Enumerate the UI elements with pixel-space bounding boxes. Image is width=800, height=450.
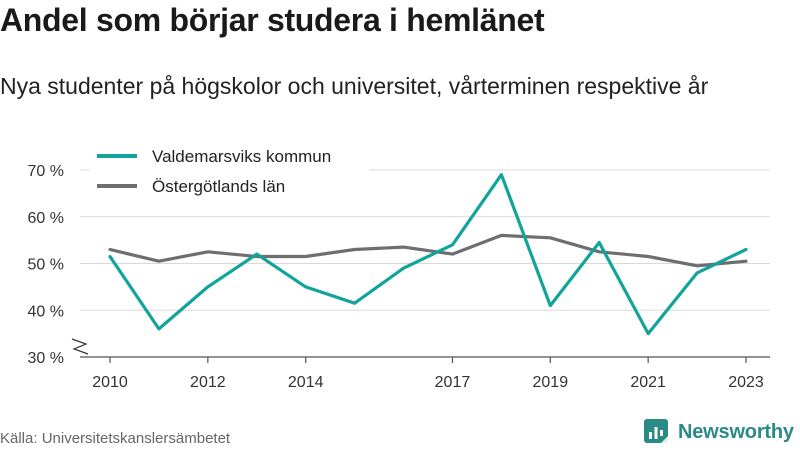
series-line-valdemarsviks-kommun xyxy=(108,173,748,336)
legend-background xyxy=(90,141,370,205)
brand-name: Newsworthy xyxy=(678,420,794,443)
x-tick-label: 2012 xyxy=(190,374,226,391)
x-tick-label: 2017 xyxy=(435,374,471,391)
legend-label: Valdemarsviks kommun xyxy=(152,147,331,166)
brand-logo: Newsworthy xyxy=(644,419,794,445)
x-tick-label: 2010 xyxy=(92,374,128,391)
x-tick-label: 2014 xyxy=(288,374,324,391)
y-tick-label: 30 % xyxy=(28,350,64,367)
y-tick-label: 50 % xyxy=(28,257,64,274)
y-tick-label: 40 % xyxy=(28,303,64,320)
axis-break-icon xyxy=(71,338,89,355)
series-line-östergötlands-län xyxy=(108,233,748,268)
newsworthy-logo-icon xyxy=(644,419,668,443)
x-tick-label: 2019 xyxy=(533,374,569,391)
legend-label: Östergötlands län xyxy=(152,177,285,196)
source-note: Källa: Universitetskanslersämbetet xyxy=(0,430,231,447)
legend: Valdemarsviks kommun Östergötlands län xyxy=(90,141,370,205)
series-lines xyxy=(108,173,748,336)
x-axis-ticks: 2010 2012 2014 2017 2019 2021 2023 xyxy=(92,357,764,391)
y-axis-ticks: 30 % 40 % 50 % 60 % 70 % xyxy=(28,163,64,367)
chart-title: Andel som börjar studera i hemlänet xyxy=(0,2,545,38)
x-tick-label: 2023 xyxy=(728,374,764,391)
y-tick-label: 60 % xyxy=(28,210,64,227)
y-tick-label: 70 % xyxy=(28,163,64,180)
x-tick-label: 2021 xyxy=(630,374,666,391)
chart-subtitle: Nya studenter på högskolor och universit… xyxy=(0,73,709,99)
